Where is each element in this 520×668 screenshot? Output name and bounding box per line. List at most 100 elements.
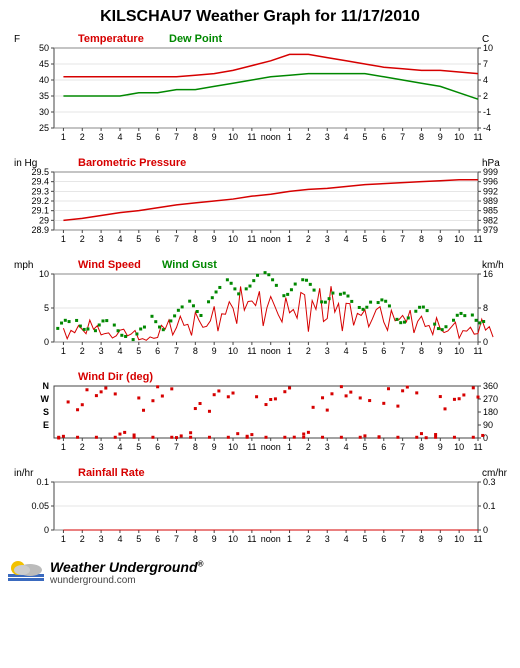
svg-text:2: 2 bbox=[80, 234, 85, 244]
svg-text:7: 7 bbox=[174, 346, 179, 356]
svg-text:29.2: 29.2 bbox=[31, 196, 49, 206]
svg-text:992: 992 bbox=[483, 186, 498, 196]
svg-text:6: 6 bbox=[155, 534, 160, 544]
svg-text:8: 8 bbox=[193, 442, 198, 452]
svg-text:in/hr: in/hr bbox=[14, 468, 34, 479]
svg-text:9: 9 bbox=[438, 346, 443, 356]
svg-text:3: 3 bbox=[325, 346, 330, 356]
svg-text:Wind Speed: Wind Speed bbox=[78, 259, 141, 271]
svg-text:1: 1 bbox=[61, 346, 66, 356]
svg-text:E: E bbox=[43, 420, 49, 430]
svg-text:5: 5 bbox=[136, 442, 141, 452]
pressure-chart: in HghPaBarometric Pressure28.92929.129.… bbox=[8, 154, 512, 250]
svg-text:9: 9 bbox=[212, 442, 217, 452]
svg-text:4: 4 bbox=[344, 346, 349, 356]
svg-text:10: 10 bbox=[228, 534, 238, 544]
svg-text:6: 6 bbox=[381, 132, 386, 142]
svg-text:7: 7 bbox=[174, 234, 179, 244]
svg-text:9: 9 bbox=[438, 442, 443, 452]
svg-text:10: 10 bbox=[454, 442, 464, 452]
footer-url: wunderground.com bbox=[50, 575, 203, 586]
svg-text:989: 989 bbox=[483, 196, 498, 206]
svg-text:8: 8 bbox=[483, 303, 488, 313]
svg-text:6: 6 bbox=[155, 346, 160, 356]
svg-text:9: 9 bbox=[212, 132, 217, 142]
svg-text:6: 6 bbox=[381, 442, 386, 452]
svg-text:35: 35 bbox=[39, 91, 49, 101]
footer: Weather Underground® wunderground.com bbox=[8, 556, 512, 589]
svg-text:11: 11 bbox=[247, 132, 256, 142]
svg-text:3: 3 bbox=[99, 132, 104, 142]
svg-text:6: 6 bbox=[155, 132, 160, 142]
svg-text:3: 3 bbox=[325, 534, 330, 544]
svg-text:2: 2 bbox=[306, 442, 311, 452]
svg-text:2: 2 bbox=[306, 132, 311, 142]
svg-text:noon: noon bbox=[261, 534, 281, 544]
svg-text:0: 0 bbox=[44, 337, 49, 347]
svg-text:29: 29 bbox=[39, 215, 49, 225]
svg-text:11: 11 bbox=[473, 234, 482, 244]
svg-text:0.05: 0.05 bbox=[31, 501, 49, 511]
svg-text:16: 16 bbox=[483, 269, 493, 279]
svg-text:9: 9 bbox=[438, 534, 443, 544]
svg-text:0: 0 bbox=[483, 525, 488, 535]
svg-text:Wind Gust: Wind Gust bbox=[162, 259, 217, 271]
wind-chart: mphkm/hWind SpeedWind Gust05100816123456… bbox=[8, 256, 512, 362]
svg-text:11: 11 bbox=[247, 442, 256, 452]
svg-text:4: 4 bbox=[117, 234, 122, 244]
svg-text:1: 1 bbox=[287, 442, 292, 452]
svg-text:10: 10 bbox=[454, 346, 464, 356]
svg-text:5: 5 bbox=[362, 534, 367, 544]
svg-text:11: 11 bbox=[473, 442, 482, 452]
svg-text:2: 2 bbox=[80, 346, 85, 356]
svg-text:noon: noon bbox=[261, 132, 281, 142]
svg-text:Dew Point: Dew Point bbox=[169, 33, 223, 45]
svg-text:4: 4 bbox=[483, 75, 488, 85]
svg-text:3: 3 bbox=[325, 132, 330, 142]
svg-text:Temperature: Temperature bbox=[78, 33, 144, 45]
svg-text:982: 982 bbox=[483, 215, 498, 225]
svg-text:979: 979 bbox=[483, 225, 498, 235]
svg-text:-4: -4 bbox=[483, 123, 491, 133]
svg-text:S: S bbox=[43, 407, 49, 417]
svg-text:10: 10 bbox=[228, 346, 238, 356]
svg-text:4: 4 bbox=[117, 442, 122, 452]
svg-text:3: 3 bbox=[325, 234, 330, 244]
svg-text:7: 7 bbox=[400, 132, 405, 142]
svg-text:28.9: 28.9 bbox=[31, 225, 49, 235]
svg-text:30: 30 bbox=[39, 107, 49, 117]
svg-text:2: 2 bbox=[80, 534, 85, 544]
charts-container: FCTemperatureDew Point253035404550-4-124… bbox=[8, 30, 512, 550]
svg-text:9: 9 bbox=[212, 346, 217, 356]
svg-text:Rainfall Rate: Rainfall Rate bbox=[78, 467, 145, 479]
svg-text:270: 270 bbox=[483, 394, 498, 404]
svg-text:9: 9 bbox=[438, 234, 443, 244]
svg-text:10: 10 bbox=[39, 269, 49, 279]
svg-text:8: 8 bbox=[193, 346, 198, 356]
svg-text:3: 3 bbox=[99, 234, 104, 244]
winddir-chart: Wind Dir (deg)NWSE0901802703601234567891… bbox=[8, 368, 512, 458]
svg-text:6: 6 bbox=[155, 442, 160, 452]
svg-text:1: 1 bbox=[287, 346, 292, 356]
rain-chart: in/hrcm/hrRainfall Rate00.050.100.10.312… bbox=[8, 464, 512, 550]
svg-text:3: 3 bbox=[99, 442, 104, 452]
svg-text:9: 9 bbox=[212, 534, 217, 544]
svg-text:0.1: 0.1 bbox=[36, 477, 49, 487]
svg-text:10: 10 bbox=[454, 132, 464, 142]
svg-text:999: 999 bbox=[483, 167, 498, 177]
svg-text:1: 1 bbox=[61, 442, 66, 452]
svg-text:5: 5 bbox=[44, 303, 49, 313]
svg-text:11: 11 bbox=[247, 346, 256, 356]
svg-text:0.1: 0.1 bbox=[483, 501, 496, 511]
svg-text:5: 5 bbox=[362, 442, 367, 452]
svg-text:90: 90 bbox=[483, 420, 493, 430]
svg-text:2: 2 bbox=[80, 442, 85, 452]
svg-text:Barometric Pressure: Barometric Pressure bbox=[78, 157, 186, 169]
svg-text:6: 6 bbox=[155, 234, 160, 244]
svg-text:8: 8 bbox=[419, 346, 424, 356]
svg-text:8: 8 bbox=[419, 534, 424, 544]
svg-text:6: 6 bbox=[381, 534, 386, 544]
svg-text:8: 8 bbox=[193, 132, 198, 142]
svg-text:5: 5 bbox=[136, 346, 141, 356]
svg-text:8: 8 bbox=[419, 132, 424, 142]
